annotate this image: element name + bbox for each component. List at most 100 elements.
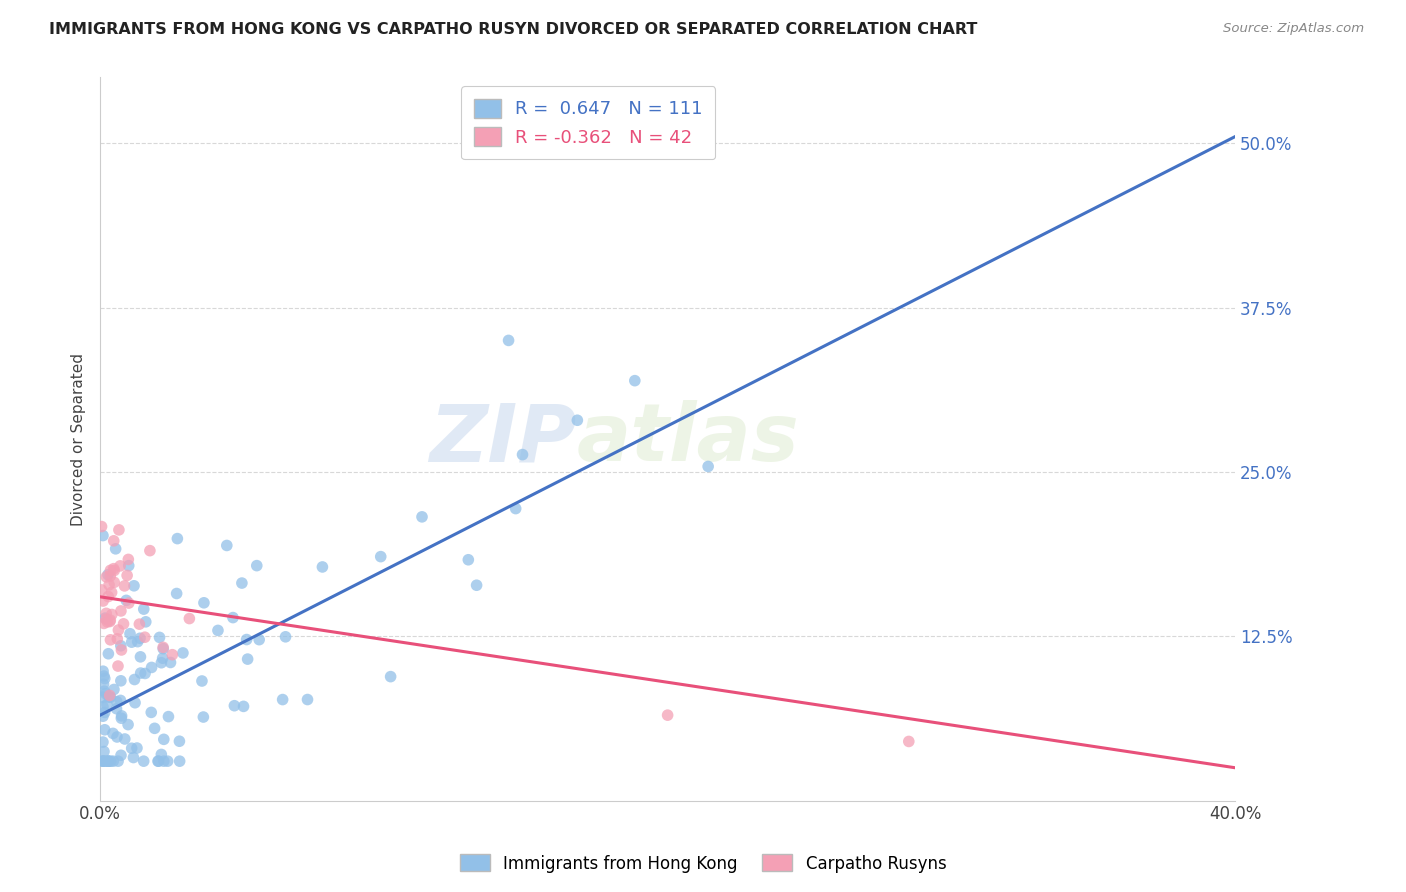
Point (897, 734, 920, 748)
Point (166, 532, 188, 546)
Point (105, 695, 128, 709)
Point (91, 528, 114, 542)
Point (125, 741, 148, 756)
Point (103, 533, 125, 548)
Point (141, 706, 163, 720)
Point (246, 558, 269, 573)
Point (96, 570, 118, 584)
Point (94, 612, 117, 626)
Point (129, 632, 152, 646)
Point (91, 754, 114, 768)
Point (505, 501, 527, 516)
Point (91, 709, 114, 723)
Point (193, 596, 215, 610)
Point (100, 754, 122, 768)
Point (110, 639, 132, 653)
Point (122, 750, 145, 764)
Point (207, 624, 229, 638)
Point (152, 640, 174, 655)
Point (94, 672, 117, 686)
Point (129, 666, 152, 681)
Point (152, 651, 174, 665)
Point (93, 706, 115, 720)
Point (236, 652, 259, 666)
Point (110, 643, 132, 657)
Point (162, 648, 184, 662)
Point (98, 690, 121, 705)
Point (150, 747, 173, 762)
Point (411, 509, 433, 524)
Point (110, 711, 132, 725)
Point (115, 593, 138, 607)
Point (93, 684, 115, 698)
Text: atlas: atlas (576, 400, 800, 478)
Point (90, 519, 112, 533)
Point (97, 754, 120, 768)
Point (117, 552, 139, 566)
Point (91, 754, 114, 768)
Point (152, 754, 174, 768)
Point (93, 616, 115, 631)
Point (370, 549, 392, 564)
Point (91, 594, 114, 608)
Point (134, 630, 156, 644)
Point (96, 607, 118, 621)
Point (103, 682, 125, 697)
Point (93, 723, 115, 737)
Point (93, 677, 115, 691)
Point (91, 699, 114, 714)
Point (98, 689, 121, 703)
Text: Source: ZipAtlas.com: Source: ZipAtlas.com (1223, 22, 1364, 36)
Point (179, 611, 201, 625)
Point (107, 659, 129, 673)
Point (498, 334, 520, 348)
Point (114, 731, 136, 746)
Point (105, 730, 128, 744)
Point (110, 604, 132, 618)
Point (103, 575, 125, 590)
Text: ZIP: ZIP (429, 400, 576, 478)
Point (110, 693, 132, 707)
Point (129, 649, 152, 664)
Point (135, 615, 157, 629)
Point (152, 641, 174, 656)
Point (657, 708, 679, 723)
Point (93, 744, 115, 758)
Point (97, 567, 120, 582)
Point (465, 578, 488, 592)
Y-axis label: Divorced or Separated: Divorced or Separated (72, 352, 86, 525)
Point (100, 690, 122, 705)
Point (94, 611, 117, 625)
Point (143, 722, 166, 736)
Point (100, 563, 122, 577)
Point (105, 632, 128, 646)
Point (94, 686, 117, 700)
Point (114, 579, 136, 593)
Point (193, 710, 215, 724)
Point (98, 615, 121, 629)
Point (697, 459, 720, 474)
Point (169, 754, 191, 768)
Point (624, 374, 647, 388)
Point (97, 590, 120, 604)
Point (112, 616, 135, 631)
Point (215, 539, 238, 553)
Point (146, 754, 169, 768)
Point (110, 673, 132, 688)
Point (512, 448, 534, 462)
Point (94, 754, 117, 768)
Point (107, 754, 129, 768)
Point (98, 613, 121, 627)
Point (222, 610, 245, 624)
Point (90, 582, 112, 597)
Point (191, 673, 214, 688)
Point (141, 660, 163, 674)
Point (118, 626, 141, 640)
Point (96, 615, 118, 629)
Point (139, 543, 162, 558)
Point (150, 656, 173, 670)
Point (107, 623, 129, 637)
Point (101, 726, 124, 740)
Point (104, 541, 127, 556)
Point (380, 670, 402, 684)
